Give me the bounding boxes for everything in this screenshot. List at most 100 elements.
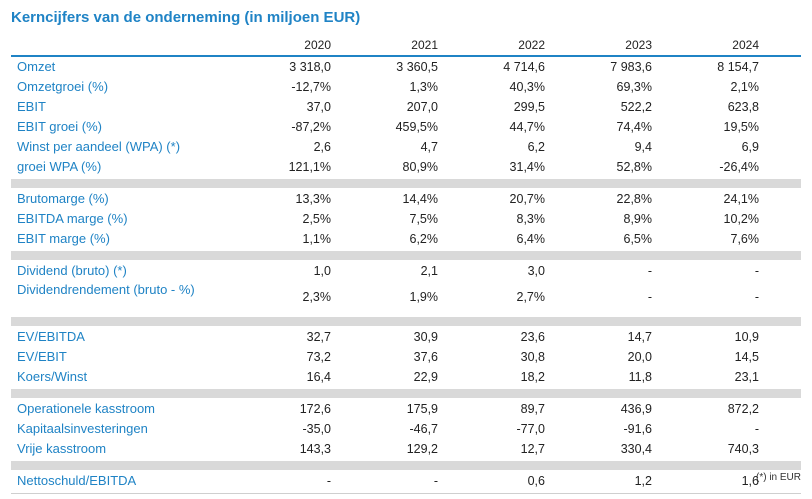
table-cell: 8,3% [516,212,546,226]
table-cell: 69,3% [616,80,652,94]
row-label: groei WPA (%) [17,159,102,174]
table-row: groei WPA (%) 121,1% 80,9% 31,4% 52,8% -26,4% [11,157,801,177]
row-label: Kapitaalsinvesteringen [17,421,148,436]
table-cell: 129,2 [406,442,438,456]
table-cell: 22,8% [616,192,652,206]
table-cell: 143,3 [299,442,331,456]
footnote: (*) in EUR [755,472,801,483]
table-cell: - [647,264,652,278]
table-cell: 20,0 [627,350,652,364]
table-cell: -91,6 [623,422,653,436]
table-cell: 4,7 [420,140,438,154]
table-cell: 2,1% [730,80,760,94]
page-title: Kerncijfers van de onderneming (in miljo… [11,9,361,26]
row-label: EBITDA marge (%) [17,211,128,226]
table-cell: 6,9 [741,140,759,154]
group-separator [11,317,801,326]
table-cell: 16,4 [306,370,331,384]
table-cell: 1,2 [634,474,652,488]
table-cell: 37,0 [306,100,331,114]
row-label: Omzetgroei (%) [17,79,109,94]
table-row: Operationele kasstroom 172,6 175,9 89,7 436,… [11,399,801,419]
row-label: Dividend (bruto) (*) [17,263,127,278]
table-cell: 6,5% [623,232,653,246]
table-cell: 1,0 [313,264,331,278]
table-cell: 172,6 [299,402,331,416]
table-row: Dividendrendement (bruto - %) 2,3% 1,9% 2,7… [11,281,801,315]
table-row: Omzetgroei (%) -12,7% 1,3% 40,3% 69,3% 2,1% [11,77,801,97]
table-cell: 299,5 [513,100,545,114]
table-cell: 436,9 [620,402,652,416]
table-cell: 2,5% [302,212,332,226]
table-cell: 1,3% [409,80,439,94]
table-bottom-line [11,493,801,494]
table-cell: 4 714,6 [503,60,545,74]
table-cell: -26,4% [719,160,759,174]
table-cell: -46,7 [409,422,439,436]
table-cell: 872,2 [727,402,759,416]
table-row: Brutomarge (%) 13,3% 14,4% 20,7% 22,8% 24,1% [11,189,801,209]
table-cell: 1,1% [302,232,332,246]
table-row: EBIT groei (%) -87,2% 459,5% 44,7% 74,4% 19,5… [11,117,801,137]
year-header-row: 2020 2021 2022 2023 2024 [11,38,801,56]
row-label: Winst per aandeel (WPA) (*) [17,139,181,154]
table-cell: 13,3% [295,192,331,206]
table-cell: 80,9% [402,160,438,174]
group-separator [11,461,801,470]
header-rule [11,55,801,57]
table-row: EBITDA marge (%) 2,5% 7,5% 8,3% 8,9% 10,2% [11,209,801,229]
table-cell: 459,5% [395,120,438,134]
group-separator [11,251,801,260]
table-cell: 10,9 [734,330,759,344]
table-cell: 6,2% [409,232,439,246]
row-label: Dividendrendement (bruto - %) [17,282,195,297]
table-cell: -12,7% [291,80,331,94]
table-cell: 32,7 [306,330,331,344]
table-row: Omzet 3 318,0 3 360,5 4 714,6 7 983,6 8 154,7 [11,57,801,77]
table-cell: - [754,290,759,304]
table-cell: 12,7 [520,442,545,456]
year-header: 2020 [304,38,331,52]
table-row: EBIT marge (%) 1,1% 6,2% 6,4% 6,5% 7,6% [11,229,801,249]
table-cell: 7,5% [409,212,439,226]
table-cell: 23,1 [734,370,759,384]
table-cell: 89,7 [520,402,545,416]
table-cell: 14,4% [402,192,438,206]
table-cell: 40,3% [509,80,545,94]
table-cell: 121,1% [288,160,331,174]
year-header: 2023 [625,38,652,52]
table-cell: 19,5% [723,120,759,134]
table-cell: 7,6% [730,232,760,246]
table-row: EV/EBITDA 32,7 30,9 23,6 14,7 10,9 [11,327,801,347]
table-cell: 3 318,0 [289,60,331,74]
table-cell: 14,7 [627,330,652,344]
table-cell: 30,9 [413,330,438,344]
table-cell: 3 360,5 [396,60,438,74]
table-cell: 9,4 [634,140,652,154]
table-cell: 522,2 [620,100,652,114]
table-cell: 44,7% [509,120,545,134]
table-cell: 18,2 [520,370,545,384]
table-cell: 23,6 [520,330,545,344]
table-row: Vrije kasstroom 143,3 129,2 12,7 330,4 740,3 [11,439,801,459]
row-label: Vrije kasstroom [17,441,107,456]
year-header: 2021 [411,38,438,52]
table-cell: 73,2 [306,350,331,364]
table-cell: 14,5 [734,350,759,364]
group-separator [11,389,801,398]
table-cell: 11,8 [628,370,652,384]
row-label: Omzet [17,59,56,74]
row-label: EBIT groei (%) [17,119,103,134]
table-cell: 6,4% [516,232,546,246]
table-cell: 1,9% [409,290,439,304]
year-header: 2022 [518,38,545,52]
year-header: 2024 [732,38,759,52]
table-cell: - [754,422,759,436]
table-cell: - [754,264,759,278]
row-label: Brutomarge (%) [17,191,109,206]
row-label: EV/EBIT [17,349,67,364]
table-row: Kapitaalsinvesteringen -35,0 -46,7 -77,0 -91… [11,419,801,439]
table-cell: 0,6 [527,474,545,488]
table-cell: 740,3 [727,442,759,456]
